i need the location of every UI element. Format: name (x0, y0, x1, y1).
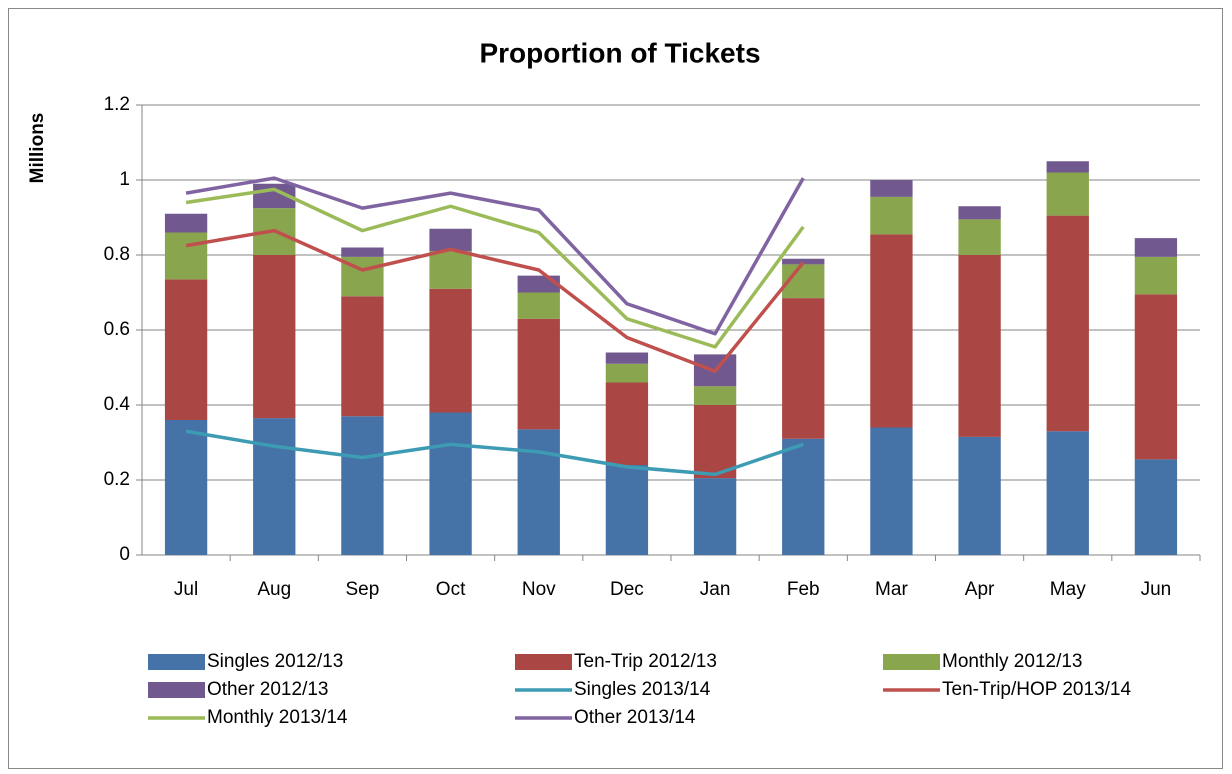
x-tick-label: Sep (346, 579, 380, 600)
bar-segment (958, 255, 1001, 437)
line-series (185, 429, 804, 477)
x-tick-label: May (1050, 579, 1086, 600)
bar-segment (517, 429, 560, 555)
line-series (185, 187, 805, 349)
line-series (185, 176, 805, 336)
legend-label: Monthly 2012/13 (942, 651, 1083, 672)
x-tick-label: Oct (436, 579, 466, 600)
bar-segment (1134, 256, 1178, 295)
line-series (185, 228, 805, 373)
bar-segment (870, 180, 913, 197)
legend-label: Singles 2013/14 (574, 679, 711, 700)
bar-segment (958, 206, 1001, 220)
legend-swatch (515, 654, 572, 670)
legend-label: Singles 2012/13 (207, 651, 343, 672)
x-tick-label: Aug (257, 579, 291, 600)
bar-segment (958, 219, 1001, 255)
bar-segment (341, 416, 384, 555)
bar-segment (782, 258, 825, 265)
y-tick-label: 0.8 (104, 244, 130, 265)
bar-segment (605, 382, 649, 465)
bar-segment (870, 234, 913, 428)
bar-segment (164, 279, 208, 420)
bar-segment (1134, 238, 1178, 257)
bar-segment (958, 436, 1001, 555)
bar-segment (164, 213, 208, 233)
y-tick-label: 0.4 (104, 394, 131, 415)
legend-swatch (148, 654, 205, 670)
legend-swatch (883, 654, 940, 670)
x-tick-label: Dec (610, 579, 644, 600)
bar-segment (517, 318, 560, 430)
bar-segment (605, 363, 649, 383)
bar-segment (517, 275, 560, 293)
bar-segment (429, 412, 472, 555)
legend-label: Monthly 2013/14 (207, 707, 348, 728)
x-tick-label: Jan (700, 579, 731, 600)
y-tick-label: 0.2 (104, 469, 130, 490)
bar-segment (429, 251, 472, 289)
bar-segment (517, 292, 560, 319)
bar-segment (1046, 215, 1089, 432)
bar-segment (1134, 459, 1178, 555)
bar-segment (164, 420, 208, 555)
bar-segment (693, 478, 737, 555)
bar-segment (341, 247, 384, 257)
bar-segment (164, 232, 208, 280)
bar-segment (693, 405, 737, 479)
bar-segment (253, 418, 296, 555)
y-tick-label: 0.6 (104, 319, 130, 340)
bar-segment (1046, 161, 1089, 173)
y-axis-label: Millions (27, 113, 48, 184)
x-tick-label: Jun (1141, 579, 1172, 600)
bar-segment (429, 228, 472, 252)
legend-label: Other 2012/13 (207, 679, 328, 700)
legend-label: Other 2013/14 (574, 707, 696, 728)
bar-segment (870, 427, 913, 555)
bar-segment (693, 386, 737, 405)
legend-label: Ten-Trip/HOP 2013/14 (942, 679, 1131, 700)
legend-label: Ten-Trip 2012/13 (574, 651, 717, 672)
x-tick-label: Mar (875, 579, 908, 600)
y-tick-label: 0 (119, 544, 130, 565)
bar-segment (1046, 172, 1089, 216)
y-tick-label: 1.2 (104, 94, 130, 115)
bar-segment (782, 298, 825, 439)
bar-segment (1046, 431, 1089, 555)
bar-segment (253, 255, 296, 419)
x-tick-label: Jul (174, 579, 198, 600)
legend-swatch (148, 682, 205, 698)
y-tick-label: 1 (119, 169, 130, 190)
x-tick-label: Nov (522, 579, 556, 600)
bar-segment (1134, 294, 1178, 460)
bar-segment (782, 438, 825, 555)
bar-segment (429, 288, 472, 413)
chart-title: Proportion of Tickets (479, 37, 760, 68)
bar-segment (605, 465, 649, 555)
x-tick-label: Apr (965, 579, 995, 600)
bar-segment (605, 352, 649, 364)
bar-segment (870, 196, 913, 235)
x-tick-label: Feb (787, 579, 820, 600)
bar-segment (341, 296, 384, 417)
